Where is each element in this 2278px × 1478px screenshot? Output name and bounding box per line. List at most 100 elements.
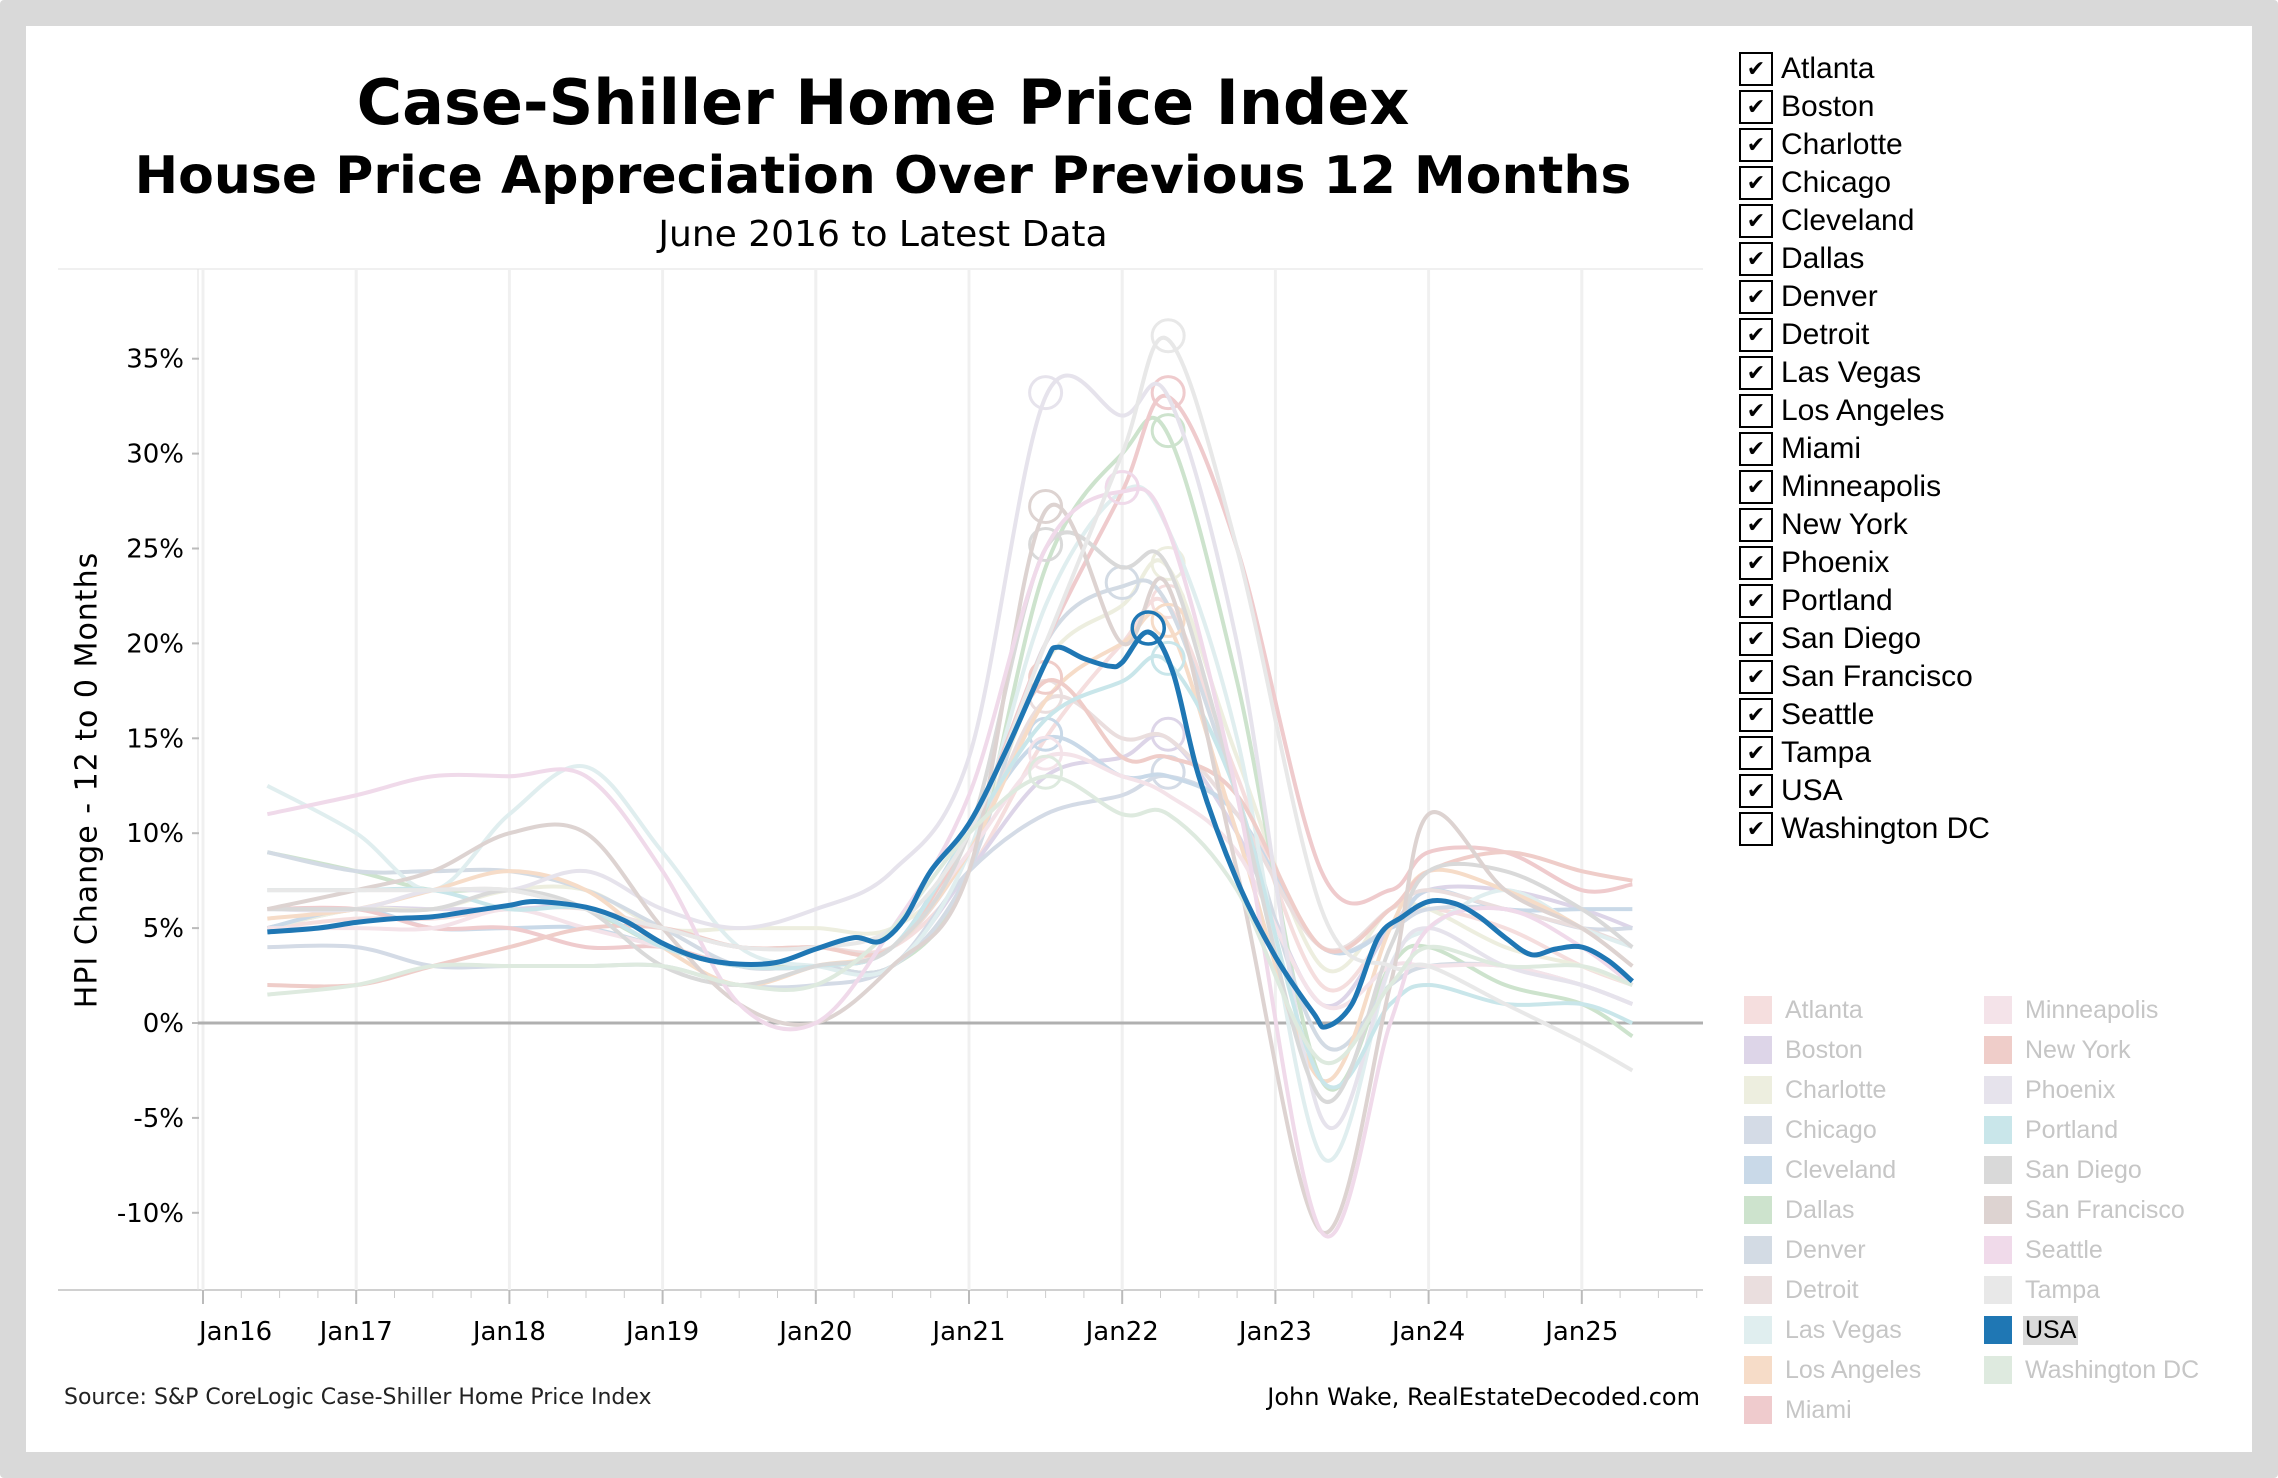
checkbox-checked-icon[interactable]: ✔ xyxy=(1739,508,1773,542)
filter-checkbox-portland[interactable]: ✔ Portland xyxy=(1739,582,1990,620)
legend-swatch xyxy=(1744,1076,1772,1104)
legend-swatch xyxy=(1744,996,1772,1024)
checkbox-checked-icon[interactable]: ✔ xyxy=(1739,356,1773,390)
filter-label: San Francisco xyxy=(1781,660,1973,693)
legend-item-new-york[interactable]: New York xyxy=(1984,1030,2224,1070)
checkbox-checked-icon[interactable]: ✔ xyxy=(1739,204,1773,238)
filter-checkbox-atlanta[interactable]: ✔ Atlanta xyxy=(1739,50,1990,88)
legend-swatch xyxy=(1984,1036,2012,1064)
y-tick-label: 30% xyxy=(126,440,184,470)
legend-item-dallas[interactable]: Dallas xyxy=(1744,1190,1984,1230)
y-tick-label: 0% xyxy=(143,1009,184,1039)
legend-item-minneapolis[interactable]: Minneapolis xyxy=(1984,990,2224,1030)
filter-label: Boston xyxy=(1781,90,1875,123)
filter-label: Detroit xyxy=(1781,318,1870,351)
filter-label: Las Vegas xyxy=(1781,356,1922,389)
checkbox-checked-icon[interactable]: ✔ xyxy=(1739,774,1773,808)
filter-checkbox-detroit[interactable]: ✔ Detroit xyxy=(1739,316,1990,354)
filter-checkbox-denver[interactable]: ✔ Denver xyxy=(1739,278,1990,316)
y-tick-label: 5% xyxy=(143,914,184,944)
filter-checkbox-dallas[interactable]: ✔ Dallas xyxy=(1739,240,1990,278)
filter-checkbox-phoenix[interactable]: ✔ Phoenix xyxy=(1739,544,1990,582)
legend-item-atlanta[interactable]: Atlanta xyxy=(1744,990,1984,1030)
filter-checkbox-chicago[interactable]: ✔ Chicago xyxy=(1739,164,1990,202)
checkbox-checked-icon[interactable]: ✔ xyxy=(1739,128,1773,162)
checkbox-checked-icon[interactable]: ✔ xyxy=(1739,394,1773,428)
legend-label: Chicago xyxy=(1785,1115,1877,1144)
filter-label: Minneapolis xyxy=(1781,470,1942,503)
filter-checkbox-tampa[interactable]: ✔ Tampa xyxy=(1739,734,1990,772)
legend-swatch xyxy=(1984,1196,2012,1224)
filter-checkbox-los-angeles[interactable]: ✔ Los Angeles xyxy=(1739,392,1990,430)
legend-item-las-vegas[interactable]: Las Vegas xyxy=(1744,1310,1984,1350)
legend-item-phoenix[interactable]: Phoenix xyxy=(1984,1070,2224,1110)
legend-item-usa[interactable]: USA xyxy=(1984,1310,2224,1350)
legend-item-miami[interactable]: Miami xyxy=(1744,1390,1984,1430)
legend-label: Portland xyxy=(2025,1115,2119,1144)
x-tick-label: Jan20 xyxy=(777,1317,852,1347)
filter-label: New York xyxy=(1781,508,1908,541)
checkbox-checked-icon[interactable]: ✔ xyxy=(1739,584,1773,618)
peak-marker-portland xyxy=(1150,640,1186,676)
filter-checkbox-usa[interactable]: ✔ USA xyxy=(1739,772,1990,810)
legend-item-tampa[interactable]: Tampa xyxy=(1984,1270,2224,1310)
checkbox-checked-icon[interactable]: ✔ xyxy=(1739,242,1773,276)
checkbox-checked-icon[interactable]: ✔ xyxy=(1739,280,1773,314)
checkbox-checked-icon[interactable]: ✔ xyxy=(1739,698,1773,732)
peak-marker-los-angeles xyxy=(1150,602,1186,638)
filter-checkbox-washington-dc[interactable]: ✔ Washington DC xyxy=(1739,810,1990,848)
filter-checkbox-san-francisco[interactable]: ✔ San Francisco xyxy=(1739,658,1990,696)
legend-item-portland[interactable]: Portland xyxy=(1984,1110,2224,1150)
legend-item-denver[interactable]: Denver xyxy=(1744,1230,1984,1270)
checkbox-checked-icon[interactable]: ✔ xyxy=(1739,318,1773,352)
checkbox-checked-icon[interactable]: ✔ xyxy=(1739,736,1773,770)
legend-swatch xyxy=(1744,1116,1772,1144)
filter-checkbox-boston[interactable]: ✔ Boston xyxy=(1739,88,1990,126)
filter-label: Portland xyxy=(1781,584,1893,617)
legend-label: Denver xyxy=(1785,1235,1866,1264)
legend-label: Phoenix xyxy=(2025,1075,2116,1104)
filter-checkbox-las-vegas[interactable]: ✔ Las Vegas xyxy=(1739,354,1990,392)
legend-item-chicago[interactable]: Chicago xyxy=(1744,1110,1984,1150)
checkbox-checked-icon[interactable]: ✔ xyxy=(1739,166,1773,200)
legend-item-san-diego[interactable]: San Diego xyxy=(1984,1150,2224,1190)
legend-item-seattle[interactable]: Seattle xyxy=(1984,1230,2224,1270)
checkbox-checked-icon[interactable]: ✔ xyxy=(1739,52,1773,86)
checkbox-checked-icon[interactable]: ✔ xyxy=(1739,470,1773,504)
legend-item-san-francisco[interactable]: San Francisco xyxy=(1984,1190,2224,1230)
filter-label: Atlanta xyxy=(1781,52,1875,85)
filter-checkbox-charlotte[interactable]: ✔ Charlotte xyxy=(1739,126,1990,164)
chart-period: June 2016 to Latest Data xyxy=(658,214,1108,255)
legend-item-los-angeles[interactable]: Los Angeles xyxy=(1744,1350,1984,1390)
checkbox-checked-icon[interactable]: ✔ xyxy=(1739,660,1773,694)
legend-item-boston[interactable]: Boston xyxy=(1744,1030,1984,1070)
legend-item-washington-dc[interactable]: Washington DC xyxy=(1984,1350,2224,1390)
legend-label: Boston xyxy=(1785,1035,1863,1064)
filter-checkbox-miami[interactable]: ✔ Miami xyxy=(1739,430,1990,468)
legend-swatch xyxy=(1744,1316,1772,1344)
filter-checkbox-minneapolis[interactable]: ✔ Minneapolis xyxy=(1739,468,1990,506)
legend-item-detroit[interactable]: Detroit xyxy=(1744,1270,1984,1310)
filter-label: Denver xyxy=(1781,280,1878,313)
filter-checkbox-cleveland[interactable]: ✔ Cleveland xyxy=(1739,202,1990,240)
filter-label: Washington DC xyxy=(1781,812,1990,845)
checkbox-checked-icon[interactable]: ✔ xyxy=(1739,812,1773,846)
peak-marker-seattle xyxy=(1104,470,1140,506)
filter-label: Seattle xyxy=(1781,698,1875,731)
filter-checkbox-san-diego[interactable]: ✔ San Diego xyxy=(1739,620,1990,658)
legend-item-cleveland[interactable]: Cleveland xyxy=(1744,1150,1984,1190)
filter-label: Cleveland xyxy=(1781,204,1915,237)
y-tick-label: 20% xyxy=(126,629,184,659)
legend-label: Detroit xyxy=(1785,1275,1859,1304)
checkbox-checked-icon[interactable]: ✔ xyxy=(1739,432,1773,466)
filter-checkbox-seattle[interactable]: ✔ Seattle xyxy=(1739,696,1990,734)
chart-subtitle: House Price Appreciation Over Previous 1… xyxy=(134,146,1632,206)
checkbox-checked-icon[interactable]: ✔ xyxy=(1739,622,1773,656)
legend-item-charlotte[interactable]: Charlotte xyxy=(1744,1070,1984,1110)
filter-checkbox-new-york[interactable]: ✔ New York xyxy=(1739,506,1990,544)
checkbox-checked-icon[interactable]: ✔ xyxy=(1739,90,1773,124)
legend-swatch xyxy=(1744,1156,1772,1184)
checkbox-checked-icon[interactable]: ✔ xyxy=(1739,546,1773,580)
city-filter: ✔ Atlanta ✔ Boston ✔ Charlotte ✔ Chicago ✔ Clevel… xyxy=(1739,50,1990,848)
